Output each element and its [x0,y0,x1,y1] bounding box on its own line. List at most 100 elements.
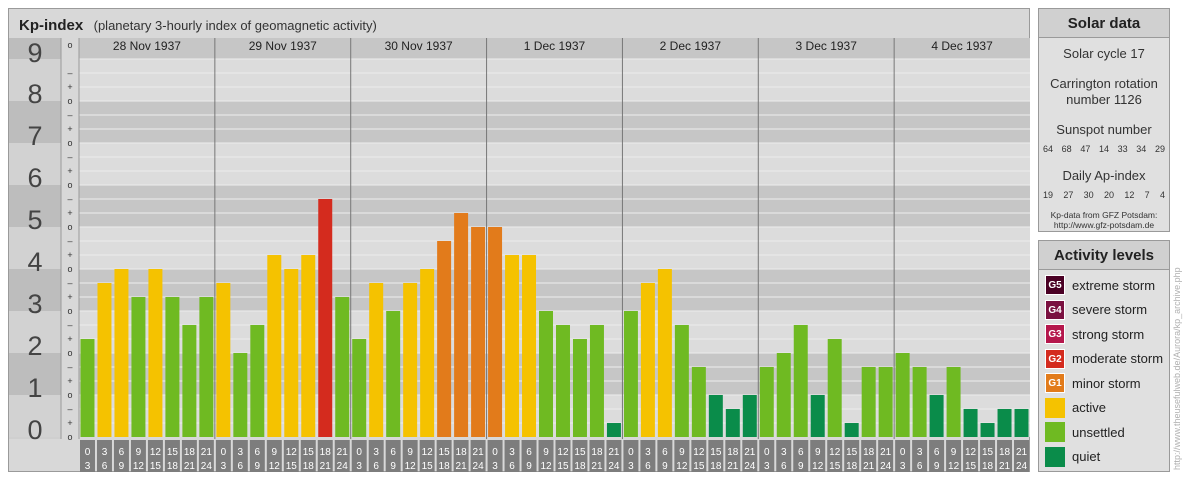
hour-label-box [147,440,163,472]
hour-label-box [96,440,112,472]
hour-label-start: 12 [150,447,162,458]
minor-tick-label: o [67,96,72,106]
hour-label-end: 6 [373,461,379,472]
ap-index-values: 19 27 30 20 12 7 4 [1039,190,1169,200]
kp-bar [640,282,655,437]
hour-label-box [946,440,962,472]
hour-label-end: 24 [608,461,620,472]
hour-label-box [538,440,554,472]
hour-label-box [844,440,860,472]
hour-label-box [283,440,299,472]
solar-data-header: Solar data [1039,9,1169,38]
hour-label-box [776,440,792,472]
hour-label-start: 18 [999,447,1011,458]
hour-label-end: 9 [255,461,261,472]
kp-bar [776,353,791,437]
hour-label-start: 3 [238,447,244,458]
ap-index-value: 12 [1124,190,1135,200]
hour-label-start: 0 [492,447,498,458]
y-tick-label: 0 [27,415,42,445]
hour-label-start: 15 [303,447,315,458]
legend-swatch: G5 [1045,275,1065,295]
kp-bar [420,269,435,437]
minor-tick-label: + [67,166,72,176]
hour-label-box [334,440,350,472]
kp-bar [284,269,299,437]
hour-label-end: 24 [201,461,213,472]
y-axis-band [9,101,61,143]
kp-bar [759,366,774,437]
hour-label-box [317,440,333,472]
hour-label-start: 9 [543,447,549,458]
y-tick-label: 6 [27,163,42,193]
kp-band [79,311,1030,353]
legend-label: severe storm [1072,302,1148,317]
hour-label-start: 15 [167,447,179,458]
kp-bar [556,324,570,437]
hour-label-box [555,440,571,472]
chart-subtitle: (planetary 3-hourly index of geomagnetic… [93,18,377,33]
chart-title-row: Kp-index (planetary 3-hourly index of ge… [19,17,377,37]
hour-label-box [572,440,588,472]
hour-label-box [249,440,265,472]
hour-label-start: 3 [645,447,651,458]
legend-item: G1 minor storm [1045,373,1141,393]
hour-label-end: 15 [829,461,841,472]
hour-label-start: 12 [829,447,841,458]
legend-item: G2 moderate storm [1045,348,1164,369]
hour-label-end: 15 [422,461,434,472]
hour-label-start: 21 [744,447,756,458]
legend-label: unsettled [1072,424,1125,440]
hour-label-box [912,440,928,472]
activity-levels-panel: Activity levels G5 extreme storm G4 severe … [1038,240,1170,472]
kp-bar [233,353,248,437]
hour-label-start: 6 [255,447,261,458]
hour-label-box [368,440,384,472]
ap-index-value: 7 [1144,190,1150,200]
kp-bar [131,297,146,437]
hour-label-start: 9 [136,447,142,458]
hour-label-end: 9 [934,461,940,472]
legend-item: G3 strong storm [1045,324,1144,344]
hour-label-start: 18 [184,447,196,458]
hour-label-box [623,440,639,472]
day-label: 1 Dec 1937 [524,39,586,53]
hour-label-box [708,440,724,472]
y-tick-label: 1 [27,373,42,403]
hour-label-end: 18 [846,461,858,472]
hour-label-box [130,440,146,472]
solar-cycle: Solar cycle 17 [1063,46,1145,61]
hour-label-start: 15 [846,447,858,458]
hour-label-end: 15 [286,461,298,472]
hour-label-box [827,440,843,472]
hour-label-end: 21 [727,461,739,472]
minor-tick-label: + [67,334,72,344]
hour-label-start: 6 [934,447,940,458]
minor-tick-label: – [67,110,72,120]
y-tick-label: 9 [27,38,42,68]
hour-label-box [589,440,605,472]
kp-bar [505,255,520,437]
hour-label-end: 9 [662,461,668,472]
data-credit-line2[interactable]: http://www.gfz-potsdam.de [1053,220,1155,230]
ap-index-value: 27 [1063,190,1074,200]
hour-label-end: 9 [798,461,804,472]
legend-label: moderate storm [1072,351,1164,366]
legend-item: active [1045,397,1106,418]
hour-label-start: 0 [221,447,227,458]
hour-label-end: 3 [85,461,91,472]
solar-data-panel: Solar data Solar cycle 17 Carrington rot… [1038,8,1170,232]
hour-label-start: 12 [693,447,705,458]
hour-label-end: 15 [693,461,705,472]
legend-swatch [1045,422,1065,442]
hour-label-box [980,440,996,472]
kp-band [79,38,1030,59]
minor-tick-label: o [67,432,72,442]
hour-label-box [521,440,537,472]
hour-label-start: 0 [764,447,770,458]
kp-bar [861,366,876,437]
hour-label-box [300,440,316,472]
kp-bar [708,395,723,437]
kp-bar [199,297,214,437]
sunspot-value: 14 [1098,144,1109,154]
